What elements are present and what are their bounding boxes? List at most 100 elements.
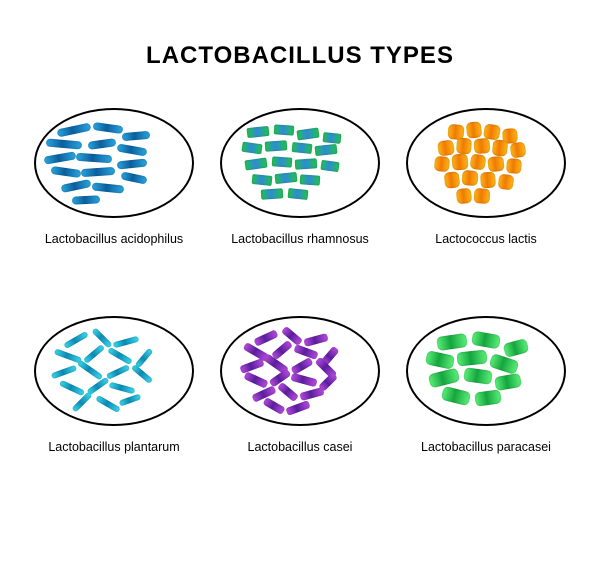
bacterium (239, 358, 264, 374)
bacterium (51, 365, 77, 380)
bacterium (471, 331, 501, 350)
bacterium (122, 131, 151, 141)
bacterium (51, 166, 82, 178)
cell-plantarum: Lactobacillus plantarum (30, 316, 198, 454)
label-plantarum: Lactobacillus plantarum (48, 440, 179, 454)
label-rhamnosus: Lactobacillus rhamnosus (231, 232, 369, 246)
bacterium (81, 167, 115, 177)
dish-paracasei (406, 316, 566, 426)
bacterium (503, 338, 530, 358)
bacterium (243, 371, 268, 388)
bacterium (265, 140, 288, 152)
bacterium (451, 153, 468, 170)
bacterium (88, 138, 117, 150)
bacterium (444, 171, 461, 188)
bacterium (252, 174, 273, 186)
page-title: LACTOBACILLUS TYPES (146, 42, 454, 70)
bacterium (272, 156, 293, 167)
bacterium (296, 128, 319, 141)
bacterium (92, 182, 125, 193)
bacterium (83, 344, 105, 364)
cell-rhamnosus: Lactobacillus rhamnosus (216, 108, 384, 246)
bacterium (119, 393, 142, 406)
bacterium (253, 329, 278, 346)
bacterium (437, 139, 455, 156)
dish-plantarum (34, 316, 194, 426)
bacterium (492, 139, 509, 156)
bacterium (494, 373, 522, 391)
bacterium (120, 171, 147, 184)
bacterium (106, 364, 130, 380)
dish-rhamnosus (220, 108, 380, 218)
bacterium (299, 387, 324, 401)
bacterium (489, 353, 520, 375)
bacterium (275, 172, 298, 184)
bacterium (436, 333, 468, 351)
bacterium (57, 123, 92, 138)
bacterium (135, 348, 154, 369)
bacterium (463, 367, 493, 385)
label-lactis: Lactococcus lactis (435, 232, 536, 246)
cell-paracasei: Lactobacillus paracasei (402, 316, 570, 454)
bacterium (117, 158, 148, 169)
bacterium (72, 195, 100, 204)
bacterium (320, 160, 339, 172)
bacterium (323, 132, 342, 144)
bacterium (77, 360, 103, 381)
bacterium (76, 153, 112, 163)
bacterium (428, 368, 460, 389)
cell-acidophilus: Lactobacillus acidophilus (30, 108, 198, 246)
bacterium (295, 158, 318, 170)
bacterium (46, 138, 83, 149)
bacterium (456, 349, 487, 366)
bacterium (425, 350, 455, 370)
bacterium (93, 122, 124, 134)
bacterium (441, 386, 472, 406)
bacterium (456, 188, 472, 204)
bacterium (247, 126, 270, 138)
bacterium (474, 389, 502, 406)
bacterium (487, 156, 504, 173)
bacterium (117, 143, 148, 156)
bacterium (461, 170, 478, 186)
bacterium (274, 124, 295, 135)
bacterium (107, 347, 133, 365)
dish-lactis (406, 108, 566, 218)
cell-casei: Lactobacillus casei (216, 316, 384, 454)
bacteria-grid: Lactobacillus acidophilus Lactobacillus … (30, 108, 570, 454)
bacterium (244, 158, 267, 171)
bacterium (288, 188, 309, 200)
bacterium (303, 333, 328, 347)
label-casei: Lactobacillus casei (248, 440, 353, 454)
bacterium (59, 380, 85, 396)
bacterium (113, 336, 140, 349)
bacterium (241, 142, 262, 155)
bacterium (315, 144, 338, 156)
bacterium (109, 382, 136, 395)
label-paracasei: Lactobacillus paracasei (421, 440, 551, 454)
dish-casei (220, 316, 380, 426)
bacterium (473, 188, 490, 204)
bacterium (262, 397, 285, 415)
bacterium (300, 174, 321, 185)
bacterium (60, 179, 91, 193)
bacterium (131, 364, 153, 384)
bacterium (292, 142, 313, 154)
dish-acidophilus (34, 108, 194, 218)
bacterium (498, 174, 515, 191)
bacterium (285, 400, 310, 416)
bacterium (510, 142, 527, 159)
bacterium (63, 331, 89, 349)
label-acidophilus: Lactobacillus acidophilus (45, 232, 183, 246)
bacterium (473, 138, 490, 154)
bacterium (506, 158, 522, 174)
bacterium (261, 188, 284, 200)
bacterium (44, 151, 77, 164)
bacterium (434, 156, 450, 172)
cell-lactis: Lactococcus lactis (402, 108, 570, 246)
bacterium (95, 395, 121, 413)
bacterium (290, 373, 317, 387)
bacterium (466, 121, 483, 138)
bacterium (470, 154, 487, 171)
bacterium (456, 137, 472, 154)
